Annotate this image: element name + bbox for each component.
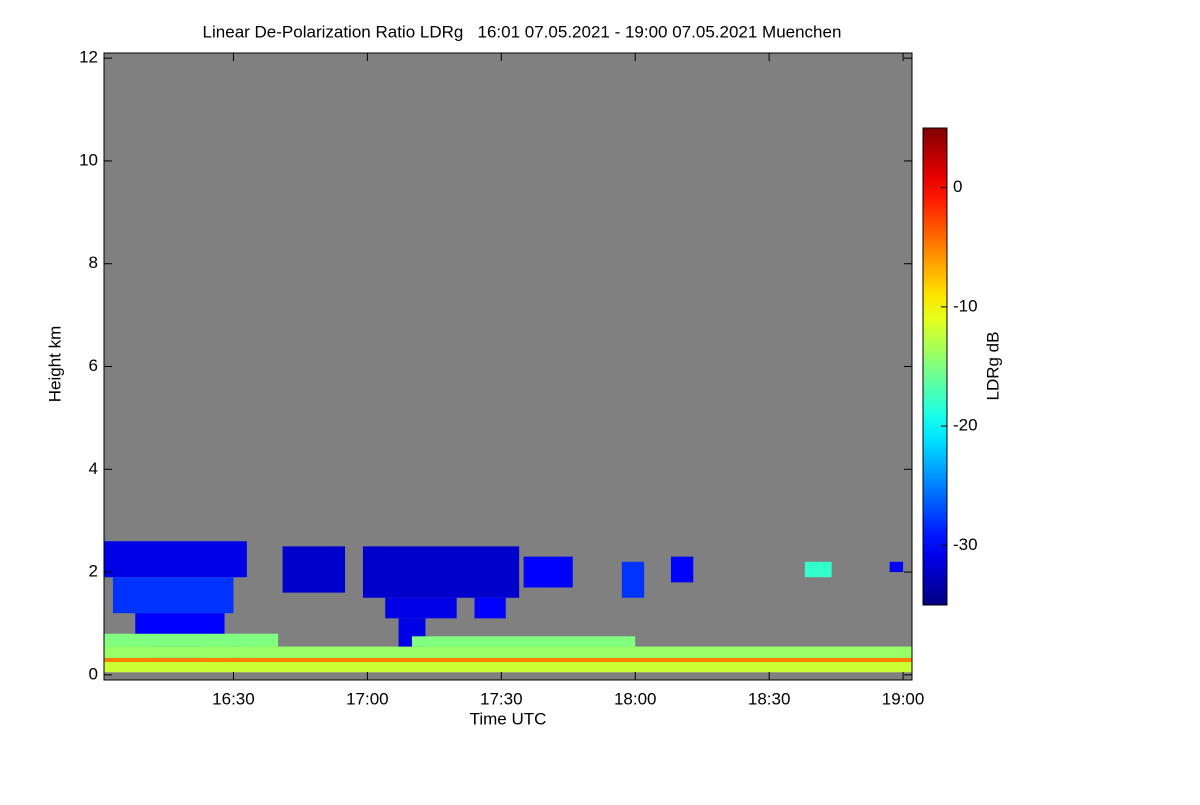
colorbar-label: LDRg dB: [983, 332, 1002, 401]
colorbar-tick-label: -10: [953, 296, 978, 315]
heatmap-cell: [104, 662, 912, 673]
y-tick-label: 4: [89, 459, 98, 478]
y-tick-label: 12: [79, 48, 98, 67]
heatmap-cell: [104, 646, 912, 658]
x-tick-label: 19:00: [882, 689, 925, 708]
y-tick-label: 8: [89, 253, 98, 272]
heatmap-cell: [889, 561, 904, 573]
x-tick-label: 17:00: [346, 689, 389, 708]
colorbar-tick-label: -30: [953, 535, 978, 554]
heatmap-cell: [282, 546, 346, 593]
heatmap-cell: [385, 597, 457, 619]
heatmap-cell: [104, 657, 912, 663]
heatmap-cell: [104, 633, 279, 647]
y-tick-label: 2: [89, 562, 98, 581]
x-tick-label: 16:30: [212, 689, 255, 708]
y-axis-label: Height km: [45, 326, 64, 403]
y-tick-label: 6: [89, 356, 98, 375]
heatmap-cell: [621, 561, 645, 598]
heatmap-cell: [474, 597, 506, 619]
y-tick-label: 0: [89, 664, 98, 683]
heatmap-cell: [412, 636, 636, 647]
heatmap-cell: [112, 577, 234, 614]
colorbar-tick-label: -20: [953, 416, 978, 435]
chart-title: Linear De-Polarization Ratio LDRg 16:01 …: [203, 22, 842, 41]
heatmap-cell: [523, 556, 573, 588]
y-tick-label: 10: [79, 150, 98, 169]
colorbar: [922, 127, 948, 606]
colorbar-tick-label: 0: [953, 177, 962, 196]
heatmap-cell: [804, 561, 832, 578]
heatmap-cell: [670, 556, 694, 583]
x-tick-label: 17:30: [480, 689, 523, 708]
x-tick-label: 18:30: [748, 689, 791, 708]
heatmap-cell: [104, 541, 247, 578]
x-tick-label: 18:00: [614, 689, 657, 708]
x-axis-label: Time UTC: [470, 709, 547, 728]
heatmap-cell: [362, 546, 520, 598]
